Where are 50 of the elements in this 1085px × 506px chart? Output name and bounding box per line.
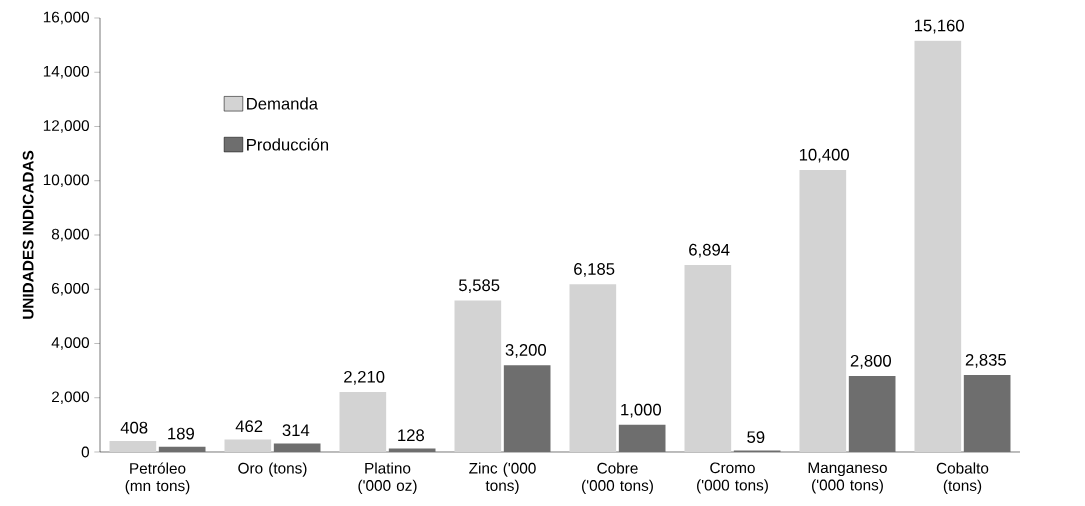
data-label: 15,160 (914, 19, 964, 34)
bar (454, 300, 502, 452)
x-tick-label: Zinc ('000 tons) (469, 462, 536, 495)
bar (684, 264, 732, 452)
y-tick-label: 16,000 (43, 11, 89, 25)
x-tick-label: Cobre ('000 tons) (582, 462, 653, 495)
data-label: 408 (120, 421, 148, 434)
bar (963, 375, 1011, 452)
data-label: 6,185 (574, 263, 615, 277)
bar (158, 446, 206, 452)
y-tick-label: 14,000 (43, 65, 89, 79)
y-tick-label: 10,000 (43, 174, 89, 188)
data-label: 128 (398, 429, 425, 442)
x-tick-label: Petróleo (mn tons) (125, 462, 190, 495)
bar (224, 439, 272, 452)
data-label: 6,894 (689, 243, 730, 258)
y-tick-label: 4,000 (51, 337, 89, 350)
x-tick-label: Cobalto (tons) (936, 462, 989, 495)
bar (569, 284, 617, 452)
y-tick-label: 8,000 (51, 228, 89, 242)
data-label: 2,210 (344, 370, 385, 385)
bar (618, 424, 666, 452)
data-label: 1,000 (621, 403, 662, 418)
x-tick-label: Platino ('000 oz) (358, 462, 417, 495)
data-label: 189 (168, 427, 194, 440)
y-tick-label: 12,000 (43, 120, 89, 133)
bar (799, 169, 847, 452)
bar (109, 440, 157, 452)
bar (273, 443, 321, 452)
bar (503, 365, 551, 452)
legend-label: Producción (247, 138, 329, 151)
bar (339, 392, 387, 452)
data-label: 2,800 (850, 354, 892, 369)
x-tick-label: Cromo ('000 tons) (697, 462, 768, 494)
data-label: 314 (282, 424, 310, 437)
bar (848, 376, 896, 452)
bar (914, 40, 962, 452)
y-axis-title: UNIDADES INDICADAS (22, 150, 34, 319)
y-tick-label: 2,000 (52, 391, 89, 405)
data-label: 59 (747, 431, 765, 444)
y-tick-label: 6,000 (52, 282, 89, 296)
legend-label: Demanda (247, 97, 318, 110)
data-label: 5,585 (458, 279, 500, 294)
data-label: 10,400 (799, 148, 849, 163)
data-label: 3,200 (505, 344, 547, 358)
x-tick-label: Manganeso ('000 tons) (808, 462, 887, 494)
data-label: 2,835 (965, 353, 1006, 368)
data-label: 462 (235, 420, 263, 433)
x-tick-label: Oro (tons) (238, 462, 307, 477)
y-tick-label: 0 (81, 446, 90, 458)
